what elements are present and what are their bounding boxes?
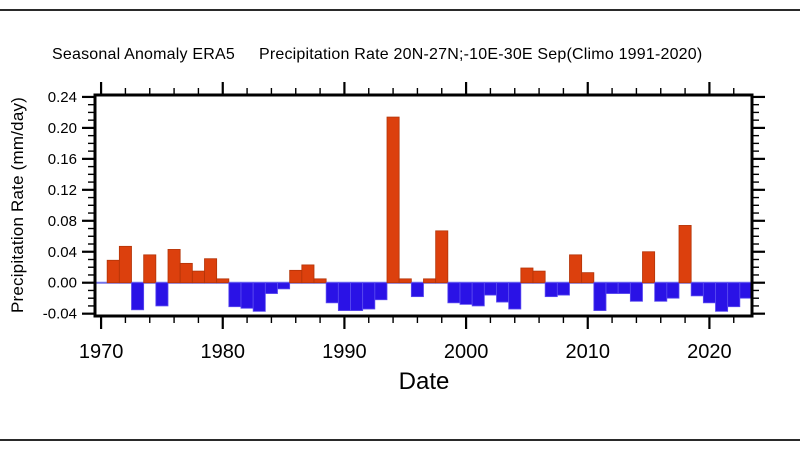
y-tick-label-0.20: 0.20 xyxy=(48,120,77,137)
x-tick-label-2010: 2010 xyxy=(566,341,611,363)
bar-1980 xyxy=(216,278,230,284)
x-tick-label-2000: 2000 xyxy=(444,341,489,363)
y-tick-label-0.16: 0.16 xyxy=(48,151,77,168)
bar-1999 xyxy=(447,282,461,304)
bar-2023 xyxy=(739,282,753,299)
bar-1991 xyxy=(350,282,364,311)
x-tick-label-1990: 1990 xyxy=(322,341,367,363)
bar-2019 xyxy=(690,282,704,297)
chart-title: Seasonal Anomaly ERA5 Precipitation Rate… xyxy=(52,46,702,64)
bar-2009 xyxy=(569,254,583,284)
bar-1992 xyxy=(362,282,376,310)
bar-2007 xyxy=(544,282,558,298)
bar-2018 xyxy=(678,225,692,284)
bar-1985 xyxy=(277,282,291,290)
bar-1979 xyxy=(204,258,218,284)
bar-2020 xyxy=(702,282,716,304)
bar-2006 xyxy=(532,270,546,284)
chart-title-left: Seasonal Anomaly ERA5 xyxy=(52,46,235,63)
bar-1976 xyxy=(167,249,181,284)
y-tick-label-0.12: 0.12 xyxy=(48,182,77,199)
bar-2000 xyxy=(459,282,473,305)
bar-1972 xyxy=(118,245,132,284)
bar-1993 xyxy=(374,282,388,301)
bar-2010 xyxy=(581,272,595,284)
bar-2017 xyxy=(666,282,680,299)
bar-2021 xyxy=(715,282,729,312)
x-tick-label-2020: 2020 xyxy=(687,341,732,363)
bar-2003 xyxy=(496,282,510,303)
y-tick-label-0.08: 0.08 xyxy=(48,213,77,230)
bar-2014 xyxy=(629,282,643,302)
bar-1974 xyxy=(143,254,157,284)
bar-1995 xyxy=(398,278,412,284)
bar-1973 xyxy=(131,282,145,311)
bar-1975 xyxy=(155,282,169,307)
bar-1987 xyxy=(301,264,315,284)
bar-1994 xyxy=(386,116,400,284)
bar-1986 xyxy=(289,269,303,284)
bar-1998 xyxy=(435,230,449,284)
bar-2016 xyxy=(654,282,668,302)
screen-edge-line-top xyxy=(0,9,800,11)
bar-1989 xyxy=(325,282,339,304)
bar-1988 xyxy=(313,278,327,284)
bar-2012 xyxy=(605,282,619,294)
bar-2001 xyxy=(471,282,485,307)
bar-2022 xyxy=(727,282,741,308)
bar-1983 xyxy=(252,282,266,312)
bar-1977 xyxy=(179,262,193,284)
x-tick-label-1980: 1980 xyxy=(201,341,246,363)
bar-2011 xyxy=(593,282,607,311)
bar-2013 xyxy=(617,282,631,294)
y-tick-label-0.00: 0.00 xyxy=(48,275,77,292)
bar-1982 xyxy=(240,282,254,309)
bar-2005 xyxy=(520,267,534,284)
bar-2015 xyxy=(642,251,656,284)
bar-1997 xyxy=(423,278,437,284)
x-tick-label-1970: 1970 xyxy=(79,341,124,363)
y-tick-label--0.04: -0.04 xyxy=(43,306,77,323)
bar-1996 xyxy=(410,282,424,298)
y-tick-label-0.24: 0.24 xyxy=(48,89,77,106)
chart-title-right: Precipitation Rate 20N-27N;-10E-30E Sep(… xyxy=(258,46,703,63)
bar-2002 xyxy=(483,282,497,296)
bar-1981 xyxy=(228,282,242,308)
bar-1978 xyxy=(191,270,205,284)
bar-2008 xyxy=(556,282,570,296)
bar-1984 xyxy=(264,282,278,294)
bar-1971 xyxy=(106,259,120,284)
x-axis-label: Date xyxy=(398,368,450,395)
bar-1990 xyxy=(337,282,351,311)
screen-edge-line-bottom xyxy=(0,439,800,441)
bar-2004 xyxy=(508,282,522,310)
y-tick-label-0.04: 0.04 xyxy=(48,244,77,261)
